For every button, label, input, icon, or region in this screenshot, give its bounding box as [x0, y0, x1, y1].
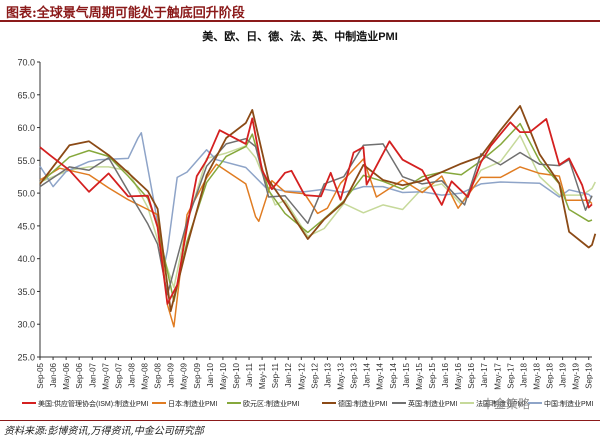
legend-label-japan: 日本:制造业PMI [168, 399, 217, 408]
y-axis: 25.0 30.0 35.0 40.0 45.0 50.0 55.0 60.0 65.0 70.0 [17, 58, 40, 363]
x-tick-label: Jan-12 [284, 362, 293, 387]
x-tick-label: May-15 [415, 362, 424, 389]
y-tick-label: 25.0 [17, 353, 35, 363]
x-tick-label: Jan-08 [127, 362, 136, 387]
x-tick-label: Sep-18 [546, 362, 555, 388]
legend-label-germany: 德国:制造业PMI [338, 399, 387, 408]
pmi-line-chart: 美、欧、日、德、法、英、中制造业PMI 25.0 30.0 35.0 40.0 45.0… [0, 22, 600, 415]
x-tick-label: Sep-17 [506, 362, 515, 388]
x-axis: Sep-05 Jan-06 May-06 Sep-06 Jan-07 May-07 Sep-… [36, 357, 594, 390]
legend-label-france: 法国:制造业PMI [476, 399, 525, 408]
y-tick-label: 35.0 [17, 287, 35, 297]
x-tick-label: May-13 [336, 362, 345, 389]
x-tick-label: May-09 [180, 362, 189, 389]
x-tick-label: May-07 [101, 362, 110, 389]
x-tick-label: May-11 [258, 362, 267, 389]
x-tick-label: May-18 [532, 362, 541, 389]
x-tick-label: May-16 [454, 362, 463, 389]
x-tick-label: Jan-09 [167, 362, 176, 387]
y-tick-label: 30.0 [17, 320, 35, 330]
chart-title: 美、欧、日、德、法、英、中制造业PMI [202, 29, 398, 43]
y-tick-label: 55.0 [17, 156, 35, 166]
x-tick-label: Sep-11 [271, 362, 280, 388]
x-tick-label: May-10 [219, 362, 228, 389]
x-tick-label: May-14 [376, 362, 385, 389]
x-tick-label: May-12 [297, 362, 306, 389]
source-note: 资料来源:彭博资讯,万得资讯,中金公司研究部 [4, 426, 204, 437]
y-tick-label: 45.0 [17, 221, 35, 231]
x-tick-label: Jan-07 [88, 362, 97, 387]
series-line-uk [39, 137, 593, 296]
x-tick-label: Jan-10 [206, 362, 215, 387]
y-tick-label: 60.0 [17, 123, 35, 133]
figure-title: 图表:全球景气周期可能处于触底回升阶段 [6, 6, 245, 21]
y-tick-label: 70.0 [17, 58, 35, 68]
legend: 美国:供应管理协会(ISM):制造业PMI 日本:制造业PMI 欧元区:制造业PMI… [22, 399, 593, 408]
y-tick-label: 65.0 [17, 90, 35, 100]
axis-frame [39, 62, 592, 358]
x-tick-label: May-19 [572, 362, 581, 389]
x-tick-label: Sep-14 [389, 362, 398, 388]
series-line-germany [39, 105, 597, 312]
x-tick-label: May-08 [141, 362, 150, 389]
x-tick-label: May-06 [62, 362, 71, 389]
x-tick-label: Sep-09 [193, 362, 202, 388]
x-tick-label: Sep-12 [310, 362, 319, 388]
x-tick-label: May-17 [493, 362, 502, 389]
x-tick-label: Jan-06 [49, 362, 58, 387]
legend-label-eurozone: 欧元区:制造业PMI [243, 399, 299, 408]
x-tick-label: Sep-06 [75, 362, 84, 388]
x-tick-label: Jan-14 [363, 362, 372, 387]
title-rule [0, 20, 600, 22]
x-tick-label: Jan-11 [245, 362, 254, 386]
x-tick-label: Jan-13 [323, 362, 332, 387]
x-tick-label: Sep-13 [350, 362, 359, 388]
legend-label-china: 中国:制造业PMI [544, 399, 593, 408]
x-tick-label: Sep-15 [428, 362, 437, 388]
x-tick-label: Jan-18 [519, 362, 528, 387]
source-rule [0, 420, 600, 421]
x-tick-label: Sep-05 [36, 362, 45, 388]
y-tick-label: 50.0 [17, 189, 35, 199]
x-tick-label: Jan-16 [441, 362, 450, 387]
x-tick-label: Jan-15 [402, 362, 411, 387]
series-line-france [39, 134, 596, 289]
x-tick-label: Sep-07 [114, 362, 123, 388]
series-line-us [39, 117, 593, 305]
watermark: 中金策略 [482, 397, 531, 411]
x-tick-label: Sep-19 [585, 362, 594, 388]
x-tick-label: Jan-19 [559, 362, 568, 387]
x-tick-label: Sep-16 [467, 362, 476, 388]
x-tick-label: Jan-17 [480, 362, 489, 387]
x-tick-label: Sep-10 [232, 362, 241, 388]
series-lines [39, 105, 597, 328]
legend-label-uk: 英国:制造业PMI [408, 399, 457, 408]
legend-label-us: 美国:供应管理协会(ISM):制造业PMI [38, 399, 148, 408]
y-tick-label: 40.0 [17, 254, 35, 264]
series-line-china [39, 132, 593, 268]
series-line-japan [39, 158, 593, 328]
x-tick-label: Sep-08 [154, 362, 163, 388]
chart-svg: 美、欧、日、德、法、英、中制造业PMI 25.0 30.0 35.0 40.0 45.0… [17, 29, 597, 408]
